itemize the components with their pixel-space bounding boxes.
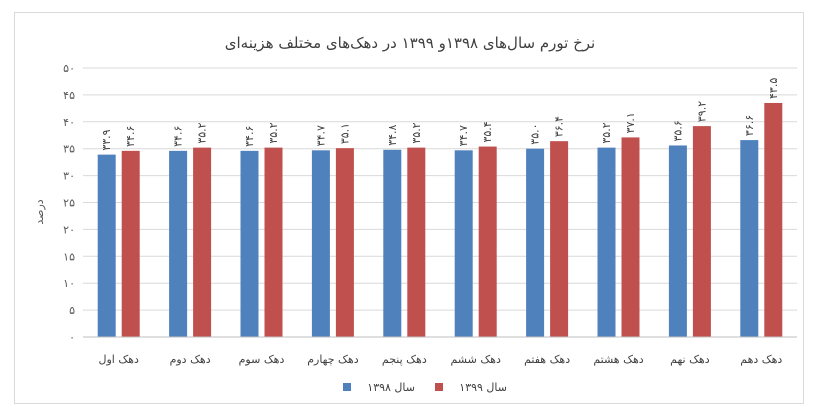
data-label: ۳۵.۶ (671, 120, 684, 141)
bar-1399 (193, 147, 212, 337)
y-tick-label: ۱۰ (63, 277, 75, 290)
data-label: ۳۶.۴ (553, 116, 566, 137)
category-label: دهک اول (98, 353, 139, 366)
legend: سال ۱۳۹۸ سال ۱۳۹۹ (343, 381, 507, 394)
category-label: دهک ششم (450, 353, 500, 366)
legend-swatch-1399 (435, 383, 443, 391)
category-label: دهک هفتم (524, 353, 570, 366)
bar-1398 (169, 150, 188, 337)
y-tick-label: ۵ (69, 304, 75, 317)
y-axis-label: درصد (33, 199, 46, 224)
data-label: ۳۴.۶ (172, 126, 185, 147)
bar-1399 (478, 146, 497, 337)
data-label: ۳۵.۲ (196, 122, 209, 143)
bar-1398 (240, 150, 259, 337)
y-tick-label: ۳۰ (63, 170, 75, 183)
category-labels: دهک اول دهک دوم دهک سوم دهک چهارم دهک پنجم ده… (98, 353, 782, 366)
data-label: ۳۴.۷ (457, 125, 470, 146)
bar-1398 (454, 150, 473, 337)
data-label: ۳۴.۶ (124, 126, 137, 147)
data-label: ۳۵.۲ (410, 122, 423, 143)
category-label: دهک چهارم (307, 353, 358, 366)
bar-1398 (526, 148, 545, 337)
category-label: دهک دوم (170, 353, 211, 366)
bar-1399 (621, 137, 640, 337)
data-label: ۳۵.۲ (267, 122, 280, 143)
bar-chart: نرخ تورم سال‌های ۱۳۹۸و ۱۳۹۹ در دهک‌های م… (33, 34, 797, 394)
bar-1398 (311, 150, 330, 337)
y-tick-label: ۱۵ (63, 250, 75, 263)
y-tick-label: ۲۵ (63, 197, 75, 210)
chart-title: نرخ تورم سال‌های ۱۳۹۸و ۱۳۹۹ در دهک‌های م… (225, 34, 595, 52)
y-tick-label: ۴۵ (63, 89, 75, 102)
bar-1399 (121, 150, 140, 337)
bar-1398 (740, 140, 759, 337)
y-tick-label: ۵۰ (63, 62, 75, 75)
bars (97, 102, 783, 337)
bar-1399 (550, 141, 569, 337)
legend-label-1398: سال ۱۳۹۸ (367, 381, 415, 394)
bar-1399 (335, 148, 354, 337)
bar-1399 (407, 147, 426, 337)
y-axis-ticks: ۰ ۵ ۱۰ ۱۵ ۲۰ ۲۵ ۳۰ ۳۵ ۴۰ ۴۵ ۵۰ (63, 62, 75, 344)
data-label: ۳۴.۸ (386, 124, 399, 145)
y-tick-label: ۰ (69, 331, 75, 344)
legend-swatch-1398 (343, 383, 351, 391)
data-label: ۳۶.۶ (743, 115, 756, 136)
bar-1399 (692, 126, 711, 337)
y-tick-label: ۴۰ (63, 116, 75, 129)
bar-1398 (597, 147, 616, 337)
category-label: دهک نهم (670, 353, 710, 366)
data-label: ۳۵.۲ (600, 122, 613, 143)
data-label: ۴۳.۵ (767, 78, 780, 99)
data-label: ۳۵.۱ (338, 123, 351, 144)
data-label: ۳۵.۴ (481, 121, 494, 142)
data-label: ۳۹.۲ (695, 101, 708, 122)
bar-1398 (668, 145, 687, 337)
data-labels: ۳۳.۹ ۳۴.۶ ۳۴.۶ ۳۵.۲ ۳۴.۶ ۳۵.۲ ۳۴.۷ ۳۵.۱ ۳۴.۸ ۳۵.۲… (100, 78, 780, 151)
data-label: ۳۷.۱ (624, 112, 637, 133)
chart-frame: نرخ تورم سال‌های ۱۳۹۸و ۱۳۹۹ در دهک‌های م… (14, 12, 804, 404)
data-label: ۳۴.۶ (243, 126, 256, 147)
bar-1399 (264, 147, 283, 337)
legend-label-1399: سال ۱۳۹۹ (459, 381, 507, 394)
category-label: دهک دهم (740, 353, 782, 366)
grid-lines (83, 67, 797, 311)
data-label: ۳۳.۹ (100, 129, 113, 150)
y-tick-label: ۲۰ (63, 223, 75, 236)
bar-1398 (383, 149, 402, 337)
category-label: دهک سوم (239, 353, 285, 366)
category-label: دهک پنجم (382, 353, 427, 366)
bar-1398 (97, 154, 116, 337)
data-label: ۳۵.۰ (529, 123, 542, 144)
y-tick-label: ۳۵ (63, 143, 75, 156)
category-label: دهک هشتم (593, 353, 643, 366)
data-label: ۳۴.۷ (314, 125, 327, 146)
bar-1399 (764, 102, 783, 337)
